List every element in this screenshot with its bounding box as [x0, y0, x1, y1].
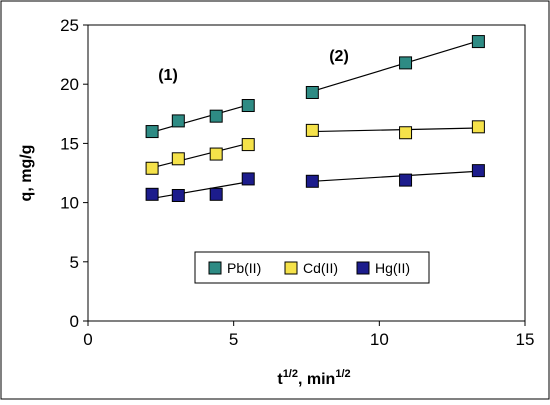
data-point-pbii: [305, 85, 319, 99]
legend-marker-pbii: [208, 261, 222, 275]
legend-label-pbii: Pb(II): [227, 260, 261, 276]
data-point-hgii: [399, 173, 413, 187]
data-point-hgii: [145, 187, 159, 201]
data-point-cdii: [305, 123, 319, 137]
trend-line-hgii: [312, 170, 479, 182]
x-tick-label: 15: [516, 330, 535, 349]
trend-line-cdii: [151, 142, 249, 169]
annotation-region-1: (1): [158, 67, 178, 84]
data-point-cdii: [241, 138, 255, 152]
trend-line-pbii: [312, 40, 479, 92]
data-point-pbii: [241, 99, 255, 113]
data-point-pbii: [209, 109, 223, 123]
data-point-cdii: [471, 120, 485, 134]
x-tick-label: 10: [370, 330, 389, 349]
y-tick-label: 5: [70, 253, 79, 272]
y-tick-label: 10: [60, 194, 79, 213]
x-tick-label: 5: [229, 330, 238, 349]
y-tick-label: 0: [70, 312, 79, 331]
y-tick-label: 15: [60, 134, 79, 153]
x-axis-label-sup2: 1/2: [335, 368, 350, 380]
data-point-pbii: [171, 114, 185, 128]
data-point-cdii: [209, 147, 223, 161]
data-point-hgii: [305, 174, 319, 188]
legend: Pb(II) Cd(II) Hg(II): [194, 251, 430, 284]
axes-group: 0 5 10 15 20 25 0 5 10 15: [60, 16, 534, 349]
x-axis-label-mid: , min: [298, 371, 335, 388]
annotation-region-2: (2): [329, 48, 349, 65]
x-axis-label-base: t: [277, 371, 283, 388]
legend-box: [194, 251, 430, 284]
legend-items: Pb(II) Cd(II) Hg(II): [208, 260, 410, 276]
trend-line-pbii: [151, 104, 249, 133]
x-axis-label: t1/2, min1/2: [277, 368, 350, 388]
data-points-group: [145, 35, 485, 202]
data-point-hgii: [209, 187, 223, 201]
data-point-cdii: [171, 152, 185, 166]
x-tick-label: 0: [83, 330, 92, 349]
y-axis-label: q, mg/g: [18, 145, 35, 202]
y-tick-label: 20: [60, 75, 79, 94]
legend-marker-hgii: [356, 261, 370, 275]
data-point-pbii: [145, 125, 159, 139]
legend-marker-cdii: [284, 261, 298, 275]
data-point-pbii: [471, 35, 485, 49]
trend-line-cdii: [312, 127, 479, 133]
legend-label-hgii: Hg(II): [375, 260, 410, 276]
trend-line-hgii: [151, 181, 249, 200]
data-point-pbii: [399, 56, 413, 70]
data-point-hgii: [171, 188, 185, 202]
data-point-cdii: [399, 126, 413, 140]
y-tick-label: 25: [60, 16, 79, 35]
data-point-hgii: [241, 172, 255, 186]
legend-label-cdii: Cd(II): [303, 260, 338, 276]
data-point-hgii: [471, 164, 485, 178]
data-point-cdii: [145, 161, 159, 175]
x-axis-label-sup1: 1/2: [283, 368, 298, 380]
trend-lines-group: [151, 40, 479, 200]
